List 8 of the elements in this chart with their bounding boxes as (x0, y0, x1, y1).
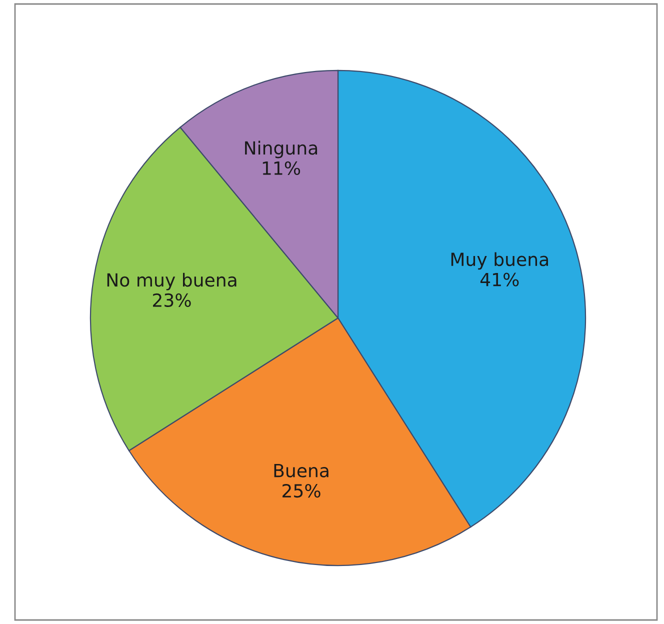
slice-label: No muy buena (107, 272, 236, 290)
slice-label: Muy buena (451, 252, 548, 270)
data-label: 11% (262, 161, 300, 175)
slice-label: Ninguna (245, 140, 318, 158)
slice-label: Buena (274, 464, 328, 478)
data-label: 41% (480, 272, 519, 286)
data-label: 25% (282, 484, 320, 498)
data-label: 23% (153, 293, 191, 308)
